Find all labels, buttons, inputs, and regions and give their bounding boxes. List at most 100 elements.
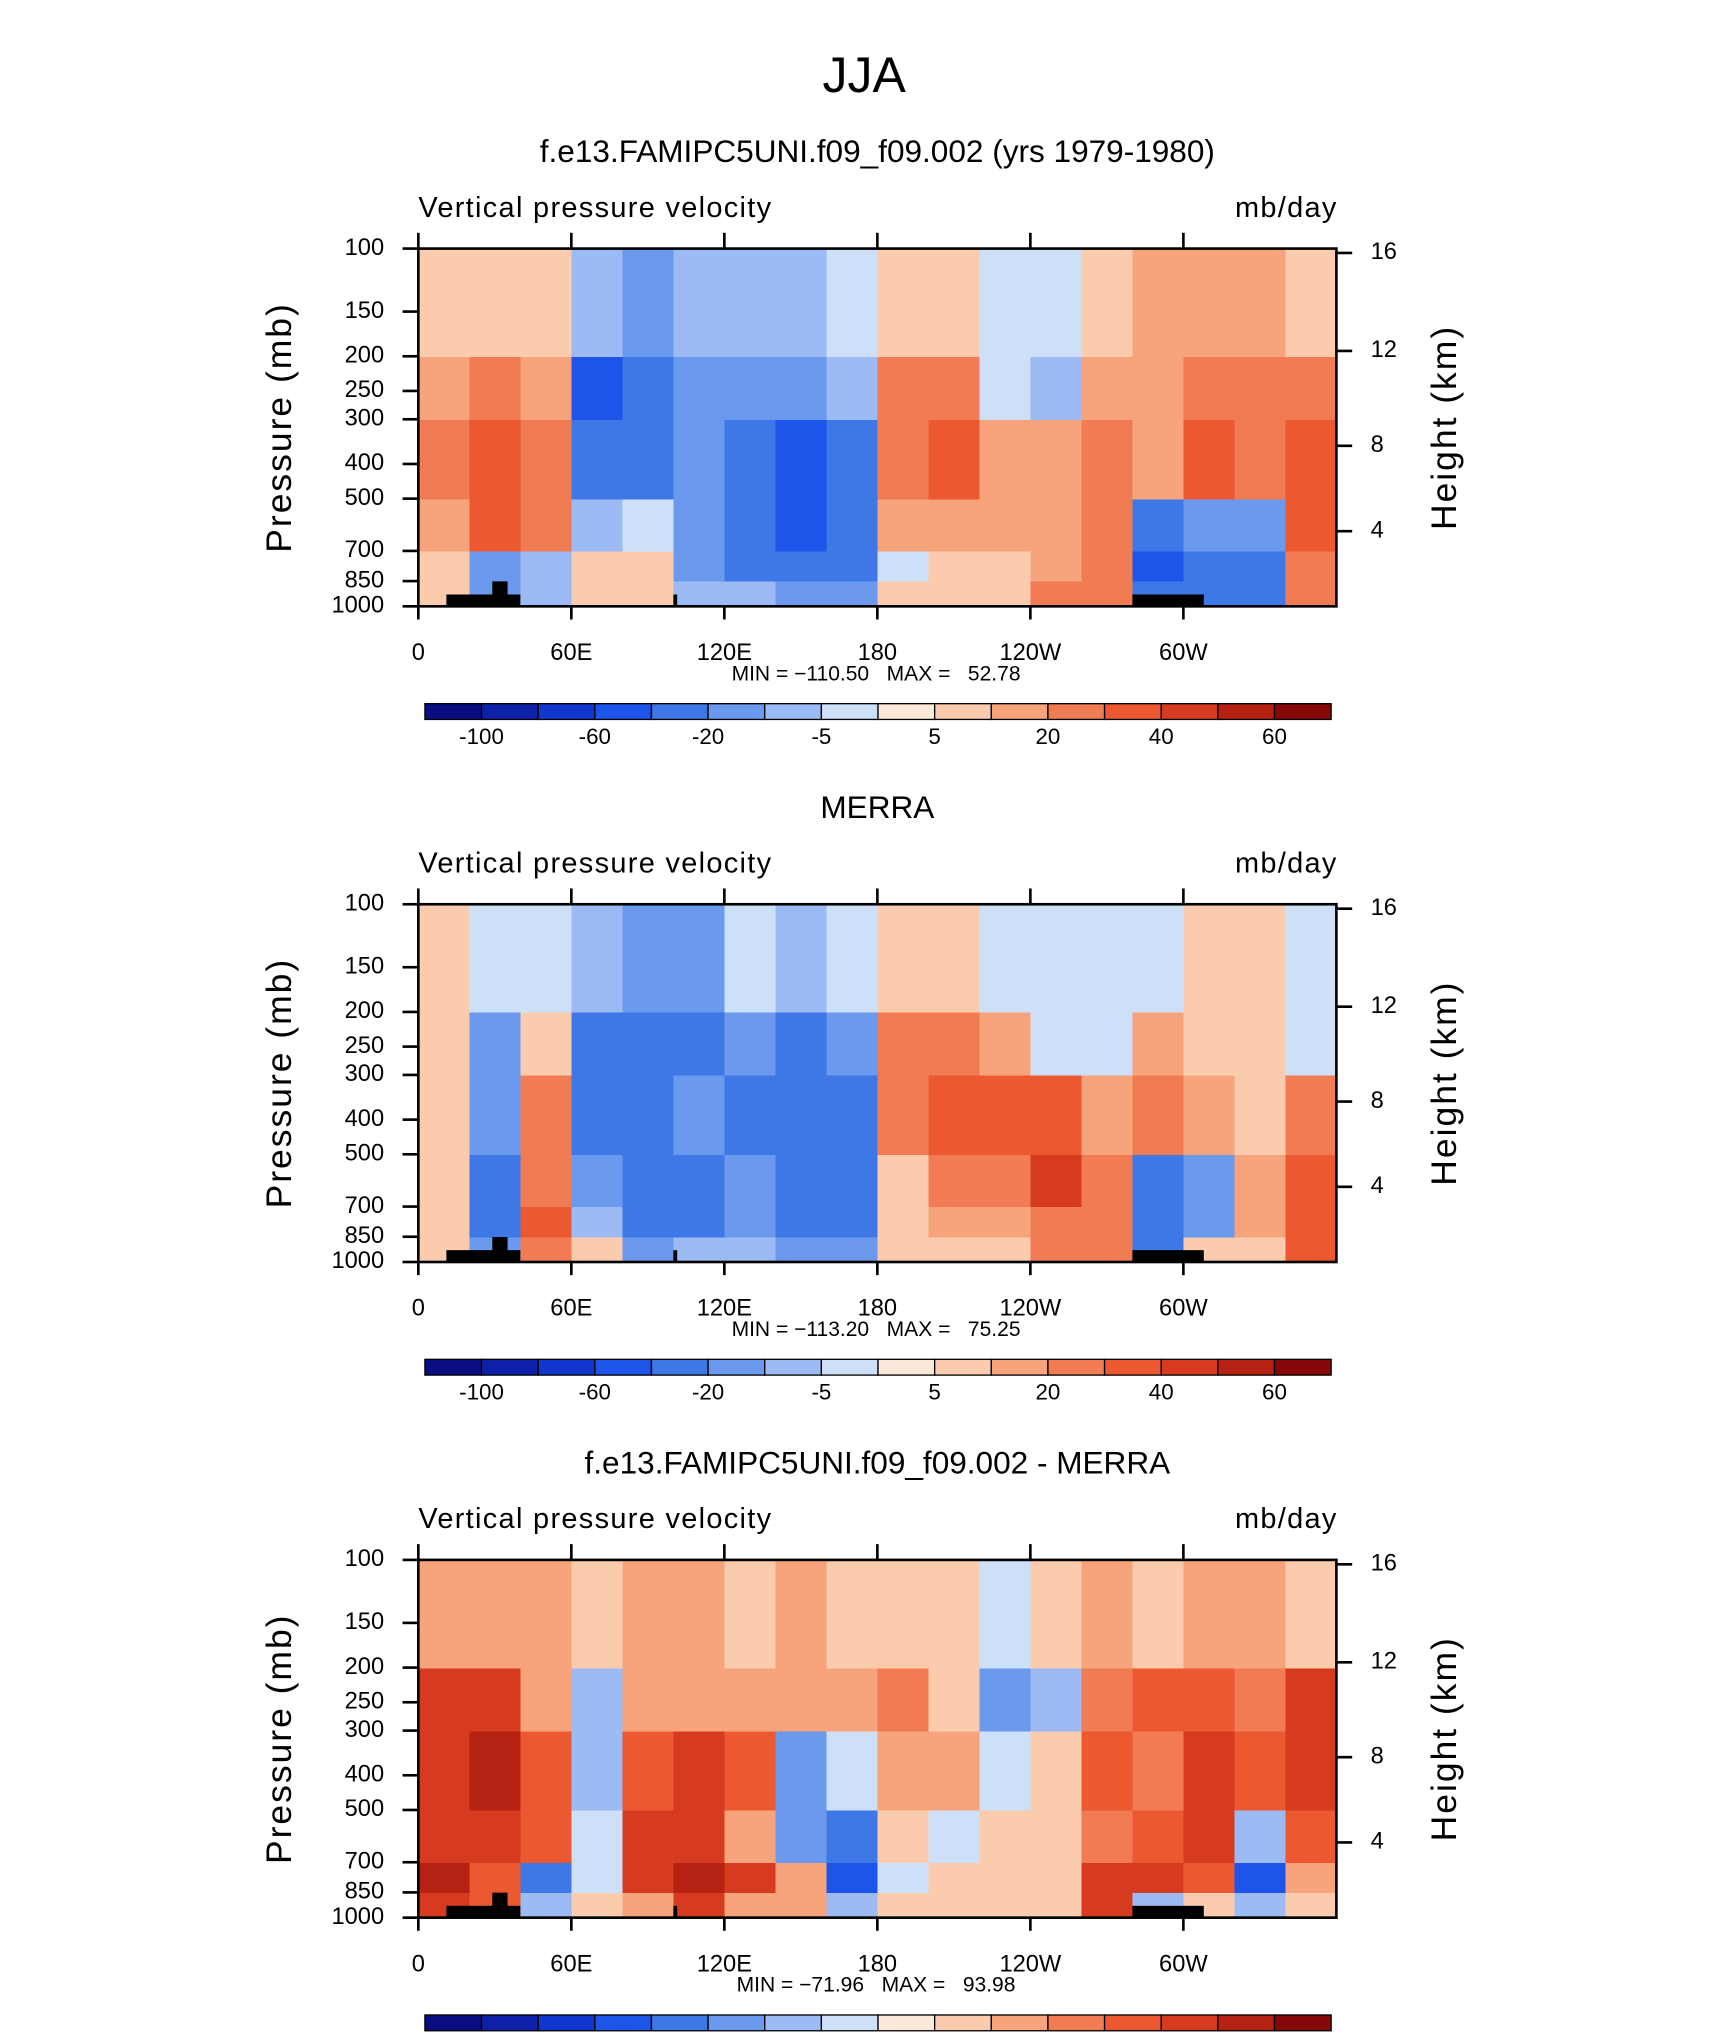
y-tick-label: 100 [345,890,384,916]
x-tick-label: 0 [412,1951,425,1977]
contour-cell [571,1074,624,1155]
contour-cell [1081,1892,1134,1919]
contour-cell [418,1074,470,1155]
contour-cell [1081,1862,1134,1894]
contour-cell [724,498,777,552]
x-tick-label: 60W [1159,1951,1208,1977]
colorbar-box [820,703,879,721]
contour-cell [724,356,777,420]
x-tick-label: 180 [858,640,897,666]
contour-cell [1183,1206,1236,1238]
y-axis-title: Pressure (mb) [259,302,299,553]
topography [492,1237,508,1262]
contour-cell [622,550,675,582]
contour-cell [1132,1074,1185,1155]
contour-cell [571,248,624,357]
topography [1132,1250,1204,1262]
contour-cell [520,1154,572,1208]
y2-tick-label: 4 [1371,1829,1384,1855]
contour-cell [775,581,828,607]
contour-cell [1234,1892,1287,1919]
contour-cell [469,1011,521,1076]
colorbar-label: 20 [1036,724,1061,749]
contour-cell [826,550,879,582]
contour-cell [418,1154,470,1208]
contour-cell [1285,1862,1338,1894]
contour-cell [1081,1667,1134,1732]
contour-cell [1183,248,1236,357]
colorbar-box [764,703,823,721]
contour-cell [1132,1809,1185,1863]
contour-cell [1132,550,1185,582]
topography [673,1905,678,1918]
contour-cell [877,1559,930,1669]
topography [492,581,508,607]
contour-cell [1183,1011,1236,1076]
colorbar-box [1217,1358,1276,1376]
contour-cell [877,248,930,357]
contour-cell [1234,1809,1287,1863]
contour-cell [928,1667,981,1732]
contour-cell [469,1154,521,1208]
contour-cell [1132,248,1185,357]
contour-cell [1234,356,1287,420]
stats: MIN = −71.96 MAX = 93.98 [737,1974,1016,1997]
contour-cell [979,550,1032,582]
contour-cell [1081,1206,1134,1238]
contour-cell [877,1809,930,1863]
contour-cell [1285,1809,1338,1863]
topography [492,1892,508,1918]
colorbar-box [424,2014,483,2032]
contour-cell [673,498,726,552]
contour-cell [826,1074,879,1155]
contour-cell [1183,1862,1236,1894]
contour-cell [418,356,470,420]
y-tick-label: 1000 [331,593,384,619]
y-tick-label: 200 [345,343,384,369]
y-tick-label: 100 [345,1546,384,1572]
contour-cell [469,550,521,582]
contour-cell [826,1862,879,1894]
colorbar-box [1103,703,1162,721]
stats: MIN = −110.50 MAX = 52.78 [732,662,1021,685]
contour-cell [877,1892,930,1919]
contour-cell [724,1154,777,1208]
colorbar-box [480,1358,539,1376]
contour-cell [469,1074,521,1155]
contour-cell [1081,419,1134,500]
panel: f.e13.FAMIPC5UNI.f09_f09.002 (yrs 1979-1… [259,133,1464,749]
y-tick-label: 200 [345,1654,384,1680]
contour-cell [1081,498,1134,552]
contour-cell [928,904,981,1013]
colorbar-box [1273,1358,1332,1376]
contour-cell [1183,1809,1236,1863]
y2-tick-label: 8 [1371,432,1384,458]
colorbar-label: -20 [692,724,724,749]
colorbar-box [933,1358,992,1376]
y2-axis-title: Height (km) [1424,325,1464,530]
contour-cell [1234,1206,1287,1238]
y-tick-label: 500 [345,485,384,511]
contour-cell [1132,498,1185,552]
contour-cell [826,1667,879,1732]
x-tick-label: 60W [1159,1296,1208,1322]
contour-cell [826,581,879,607]
contour-cell [469,1206,521,1238]
y-tick-label: 1000 [331,1248,384,1274]
contour-cell [418,1206,470,1238]
contour-cell [979,1559,1032,1669]
contour-cell [1183,1730,1236,1811]
colorbar-box [820,2014,879,2032]
y-tick-label: 250 [345,1689,384,1715]
figure-title: JJA [823,47,907,103]
x-tick-label: 0 [412,1296,425,1322]
contour-cell [1234,550,1287,582]
contour-cell [1132,904,1185,1013]
contour-cell [928,419,981,500]
contour-cell [826,1730,879,1811]
contour-cell [724,1206,777,1238]
y2-tick-label: 16 [1371,1551,1397,1577]
contour-cell [1081,550,1134,582]
contour-cell [877,1011,930,1076]
contour-cell [1030,1892,1083,1919]
